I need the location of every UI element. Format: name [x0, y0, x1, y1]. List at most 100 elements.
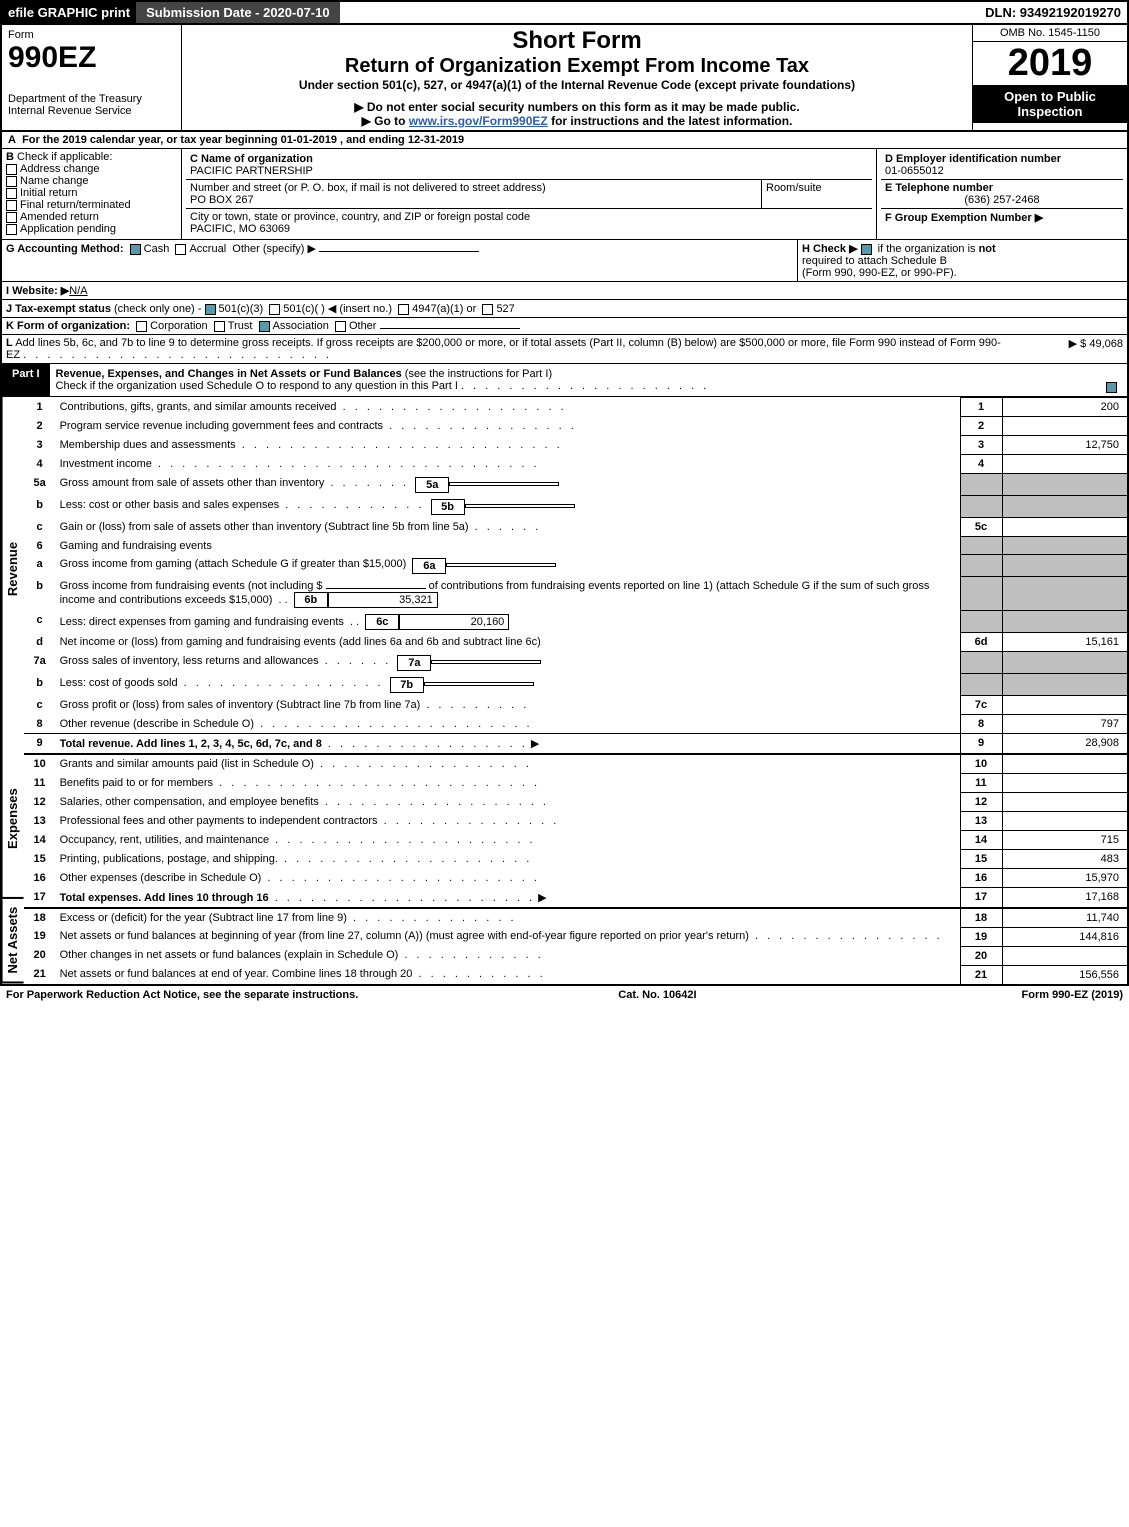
- room-label: Room/suite: [762, 180, 872, 208]
- goto-pre: ▶ Go to: [362, 114, 409, 128]
- line5a-val: [449, 482, 559, 486]
- chk-final-return[interactable]: [6, 200, 17, 211]
- j-label: J Tax-exempt status: [6, 303, 111, 315]
- footer: For Paperwork Reduction Act Notice, see …: [0, 986, 1129, 1004]
- chk-4947[interactable]: [398, 304, 409, 315]
- j-527: 527: [496, 303, 514, 315]
- chk-accrual[interactable]: [175, 244, 186, 255]
- line19-text: Net assets or fund balances at beginning…: [60, 930, 749, 942]
- line6-text: Gaming and fundraising events: [56, 537, 960, 555]
- line12-val: [1002, 793, 1127, 812]
- h-txt1: if the organization is: [878, 243, 979, 255]
- line5a-text: Gross amount from sale of assets other t…: [60, 477, 325, 489]
- side-netassets: Net Assets: [2, 899, 24, 983]
- period-line: For the 2019 calendar year, or tax year …: [22, 134, 464, 146]
- chk-501c3[interactable]: [205, 304, 216, 315]
- k-corp: Corporation: [150, 320, 207, 332]
- line16-text: Other expenses (describe in Schedule O): [60, 872, 262, 884]
- phone-value: (636) 257-2468: [885, 194, 1119, 206]
- chk-cash[interactable]: [130, 244, 141, 255]
- k-label: K Form of organization:: [6, 320, 130, 332]
- line5b-val: [465, 504, 575, 508]
- k-other: Other: [349, 320, 377, 332]
- goto-post: for instructions and the latest informat…: [548, 114, 793, 128]
- title-block: Form 990EZ Department of the Treasury In…: [2, 25, 1127, 132]
- side-revenue: Revenue: [2, 397, 24, 740]
- submission-date: Submission Date - 2020-07-10: [136, 2, 340, 23]
- line6b-text1: Gross income from fundraising events (no…: [60, 580, 323, 592]
- top-strip: efile GRAPHIC print Submission Date - 20…: [2, 2, 1127, 25]
- part1-header: Part I Revenue, Expenses, and Changes in…: [2, 364, 1127, 397]
- form-word: Form: [8, 29, 175, 41]
- line6a-text: Gross income from gaming (attach Schedul…: [60, 558, 407, 570]
- ssn-note: ▶ Do not enter social security numbers o…: [184, 100, 970, 114]
- chk-amended[interactable]: [6, 212, 17, 223]
- under-section: Under section 501(c), 527, or 4947(a)(1)…: [184, 78, 970, 92]
- k-assoc: Association: [273, 320, 329, 332]
- line10-val: [1002, 754, 1127, 774]
- chk-other-org[interactable]: [335, 321, 346, 332]
- line3-text: Membership dues and assessments: [60, 439, 236, 451]
- line7c-val: [1002, 696, 1127, 715]
- irs-link[interactable]: www.irs.gov/Form990EZ: [409, 114, 548, 128]
- chk-name-change[interactable]: [6, 176, 17, 187]
- line6a-val: [446, 563, 556, 567]
- line8-val: 797: [1002, 715, 1127, 734]
- b-opt-final: Final return/terminated: [20, 199, 131, 211]
- line2-text: Program service revenue including govern…: [60, 420, 383, 432]
- part1-instr: (see the instructions for Part I): [405, 368, 552, 380]
- line17-text: Total expenses. Add lines 10 through 16: [60, 892, 269, 904]
- short-form-title: Short Form: [184, 27, 970, 55]
- d-label: D Employer identification number: [885, 153, 1119, 165]
- form-number: 990EZ: [8, 41, 175, 75]
- line11-text: Benefits paid to or for members: [60, 777, 213, 789]
- dept-label: Department of the Treasury: [8, 93, 175, 105]
- b-opt-initial: Initial return: [20, 187, 77, 199]
- part1-checknote: Check if the organization used Schedule …: [56, 380, 458, 392]
- chk-address-change[interactable]: [6, 164, 17, 175]
- line14-text: Occupancy, rent, utilities, and maintena…: [60, 834, 270, 846]
- chk-pending[interactable]: [6, 224, 17, 235]
- line7a-val: [431, 660, 541, 664]
- line4-val: [1002, 455, 1127, 474]
- line10-text: Grants and similar amounts paid (list in…: [60, 758, 314, 770]
- gross-receipts: $ 49,068: [1080, 338, 1123, 350]
- g-cash: Cash: [144, 243, 170, 255]
- line7b-text: Less: cost of goods sold: [60, 677, 178, 689]
- line6c-val: 20,160: [399, 614, 509, 630]
- city-value: PACIFIC, MO 63069: [190, 223, 868, 235]
- footer-right: Form 990-EZ (2019): [1022, 989, 1123, 1001]
- efile-print-label[interactable]: efile GRAPHIC print: [2, 2, 136, 23]
- line7c-text: Gross profit or (loss) from sales of inv…: [60, 699, 421, 711]
- chk-assoc[interactable]: [259, 321, 270, 332]
- chk-schedule-o[interactable]: [1106, 382, 1117, 393]
- city-label: City or town, state or province, country…: [190, 211, 868, 223]
- e-label: E Telephone number: [885, 182, 1119, 194]
- chk-initial-return[interactable]: [6, 188, 17, 199]
- line13-text: Professional fees and other payments to …: [60, 815, 378, 827]
- part1-title: Revenue, Expenses, and Changes in Net As…: [56, 368, 402, 380]
- chk-corp[interactable]: [136, 321, 147, 332]
- line1-text: Contributions, gifts, grants, and simila…: [60, 401, 337, 413]
- line2-val: [1002, 417, 1127, 436]
- j-insert: ◀ (insert no.): [328, 303, 392, 315]
- chk-527[interactable]: [482, 304, 493, 315]
- b-opt-name: Name change: [20, 175, 89, 187]
- line18-text: Excess or (deficit) for the year (Subtra…: [60, 912, 347, 924]
- line6c-text: Less: direct expenses from gaming and fu…: [60, 616, 344, 628]
- chk-501c[interactable]: [269, 304, 280, 315]
- l-label: L: [6, 337, 13, 349]
- l-arrow: ▶: [1069, 338, 1077, 350]
- b-opt-amended: Amended return: [20, 211, 99, 223]
- h-txt2: required to attach Schedule B: [802, 255, 947, 267]
- line1-val: 200: [1002, 398, 1127, 417]
- j-4947: 4947(a)(1) or: [412, 303, 476, 315]
- line11-val: [1002, 774, 1127, 793]
- i-label: I Website: ▶: [6, 285, 69, 297]
- line17-val: 17,168: [1002, 888, 1127, 908]
- line7a-text: Gross sales of inventory, less returns a…: [60, 655, 319, 667]
- chk-schedule-b[interactable]: [861, 244, 872, 255]
- j-501c: 501(c)( ): [283, 303, 325, 315]
- chk-trust[interactable]: [214, 321, 225, 332]
- line6d-text: Net income or (loss) from gaming and fun…: [56, 633, 960, 652]
